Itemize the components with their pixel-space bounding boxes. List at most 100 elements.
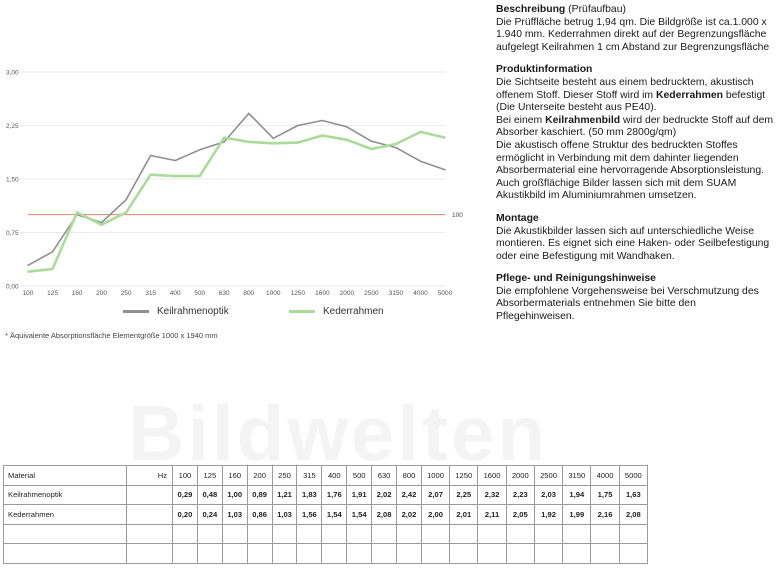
table-header-cell: 400 [321,465,348,486]
legend-label-keilrahmenoptik: Keilrahmenoptik [157,306,229,317]
montage-body: Die Akustikbilder lassen sich auf unters… [496,225,770,262]
data-point-kederrahmen [272,142,275,145]
table-empty-cell [172,523,198,544]
table-empty-cell [396,543,422,564]
table-empty-cell [396,523,422,544]
product-p2-tail: wird der bedruckte Stoff auf dem Absorbe… [496,114,774,139]
table-cell: 2,07 [420,484,451,505]
table-header-hz: Hz [126,465,173,486]
table-cell: 1,56 [296,504,323,525]
table-row: Kederrahmen 0,20 0,24 1,03 0,86 1,03 1,56 1,54 1… [3,504,649,525]
table-empty-row [3,543,649,564]
table-cell: 2,02 [396,504,422,525]
table-empty-cell [562,543,592,564]
table-empty-cell [296,523,323,544]
table-header-cell: 800 [396,465,422,486]
table-empty-cell [126,543,173,564]
x-tick-label: 800 [243,290,254,297]
data-point-keilrahmenoptik [51,250,54,253]
table-cell: 2,16 [590,504,620,525]
product-heading: Produktinformation [496,64,593,76]
data-point-kederrahmen [100,223,103,226]
data-point-kederrahmen [27,270,29,273]
x-tick-label: 5000 [438,290,453,297]
table-empty-cell [590,523,620,544]
table-cell: 1,92 [533,504,564,525]
table-header-cell: 630 [371,465,398,486]
data-point-keilrahmenoptik [444,168,446,171]
table-empty-cell [271,523,298,544]
care-heading: Pflege- und Reinigungshinweise [496,273,656,285]
table-empty-cell [618,523,649,544]
product-paragraph-2: Bei einem Keilrahmenbild wird der bedruc… [496,115,776,140]
table-cell: 1,76 [321,484,348,505]
table-cell: 2,03 [533,484,564,505]
table-empty-cell [346,543,373,564]
table-empty-cell [246,543,273,564]
table-header-cell: 125 [196,465,223,486]
table-cell: 1,00 [221,484,248,505]
data-point-keilrahmenoptik [370,140,373,142]
table-empty-cell [271,543,298,564]
table-empty-cell [505,523,535,544]
data-point-kederrahmen [321,134,324,137]
product-paragraph-1: Die Sichtseite besteht aus einem bedruck… [496,77,776,115]
care-section: Pflege- und Reinigungshinweise Die empfo… [496,273,776,323]
table-empty-cell [172,543,198,564]
table-header-cell: 1250 [449,465,479,486]
table-cell: 1,03 [271,504,298,525]
x-tick-label: 1000 [266,290,281,297]
data-point-keilrahmenoptik [100,221,103,224]
description-heading-text: Beschreibung [496,4,566,15]
x-tick-label: 160 [72,290,83,297]
table-header-row: Material Hz 100 125 160 200 250 315 400 500 630 800… [3,465,649,486]
absorption-table: Material Hz 100 125 160 200 250 315 400 500 630 800… [3,465,649,564]
data-point-keilrahmenoptik [125,198,127,201]
table-cell: 2,02 [371,484,398,505]
table-empty-cell [477,543,507,564]
x-tick-label: 1250 [291,290,306,297]
table-empty-cell [533,543,564,564]
data-point-kederrahmen [346,138,348,141]
table-empty-cell [321,523,348,544]
series-line-keilrahmenoptik [27,112,446,267]
reference-line-label: 100 [452,212,463,219]
product-p1-bold: Kederrahmen [655,89,723,101]
table-header-material: Material [3,465,127,486]
table-cell: 1,91 [346,484,373,505]
table-empty-cell [505,543,535,564]
table-row: Keilrahmenoptik 0,29 0,48 1,00 0,89 1,21 1,83 1… [3,484,649,505]
data-point-keilrahmenoptik [395,146,397,149]
y-tick-label: 1,50 [6,177,19,184]
data-point-keilrahmenoptik [174,159,176,162]
table-empty-cell [420,543,451,564]
y-tick-label: 3,00 [6,70,19,77]
data-point-keilrahmenoptik [346,126,348,128]
x-tick-label: 4000 [413,290,428,297]
x-tick-label: 250 [121,290,132,297]
table-cell: 0,86 [246,504,273,525]
table-cell: 0,48 [196,484,223,505]
data-point-keilrahmenoptik [27,264,29,267]
table-header-cell: 2500 [533,465,564,486]
table-empty-cell [321,543,348,564]
table-row-hz-cell [126,504,173,525]
table-header-cell: 100 [172,465,198,486]
table-empty-cell [221,543,248,564]
data-point-kederrahmen [247,141,250,143]
table-row-label: Keilrahmenoptik [3,484,127,505]
legend-label-kederrahmen: Kederrahmen [323,306,384,317]
data-point-keilrahmenoptik [149,154,152,157]
table-empty-cell [533,523,564,544]
table-header-cell: 4000 [590,465,620,486]
data-point-kederrahmen [125,211,127,214]
description-section: Beschreibung (Prüfaufbau) Die Prüffläche… [496,4,776,54]
table-empty-cell [449,523,479,544]
table-empty-cell [346,523,373,544]
y-tick-label: 0,00 [6,284,19,291]
table-cell: 2,08 [371,504,398,525]
x-tick-label: 315 [145,290,156,297]
x-tick-label: 100 [23,290,34,297]
table-cell: 2,32 [477,484,507,505]
description-body: Die Prüffläche betrug 1,94 qm. Die Bildg… [496,16,770,53]
